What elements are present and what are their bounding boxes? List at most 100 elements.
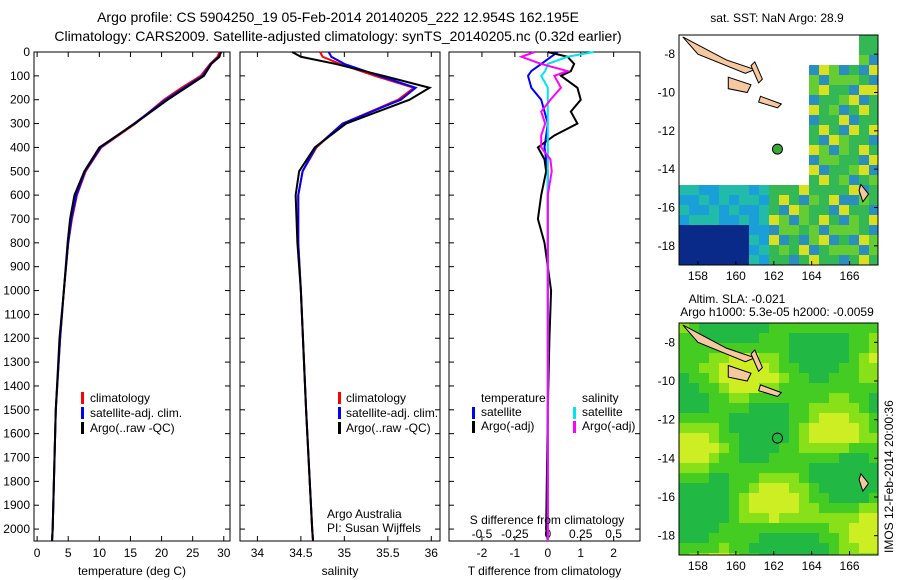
map-cell: [809, 533, 819, 543]
map-cell: [819, 443, 829, 453]
map-cell: [729, 473, 739, 483]
map-cell: [859, 453, 869, 463]
map-cell: [719, 363, 729, 373]
map-cell: [849, 373, 859, 383]
map-cell: [829, 383, 839, 393]
map-cell: [749, 195, 759, 205]
map-cell: [699, 225, 709, 235]
map-cell: [749, 463, 759, 473]
map-cell: [869, 65, 878, 75]
map-cell: [729, 393, 739, 403]
map-cell: [679, 363, 689, 373]
y-tick-label: 1900: [3, 498, 30, 512]
map-cell: [749, 553, 759, 555]
salinity-legend: climatology satellite-adj. clim. Argo(..…: [338, 391, 438, 435]
map-cell: [809, 205, 819, 215]
map-cell: [749, 513, 759, 523]
map-cell: [849, 473, 859, 483]
difference-legend: temperature salinity satellite Argo(-adj…: [472, 391, 635, 433]
map-cell: [759, 333, 769, 343]
legend-label: satellite-adj. clim.: [346, 406, 438, 420]
map-cell: [749, 255, 759, 265]
map-cell: [719, 423, 729, 433]
map-cell: [729, 503, 739, 513]
map-cell: [829, 195, 839, 205]
map-cell: [689, 433, 699, 443]
map-cell: [799, 533, 809, 543]
map-cell: [739, 195, 749, 205]
map-cell: [759, 493, 769, 503]
map-cell: [749, 333, 759, 343]
map-cell: [759, 235, 769, 245]
map-cell: [779, 493, 789, 503]
y-tick-label: 600: [10, 188, 30, 202]
map-cell: [729, 195, 739, 205]
map-cell: [869, 463, 878, 473]
temperature-legend: climatology satellite-adj. clim. Argo(..…: [81, 391, 182, 435]
map-cell: [809, 165, 819, 175]
map-cell: [869, 95, 878, 105]
map-cell: [859, 443, 869, 453]
legend-label: climatology: [346, 391, 406, 405]
map-cell: [809, 483, 819, 493]
legend-swatch-argo: [81, 422, 84, 434]
map-cell: [729, 533, 739, 543]
map-cell: [839, 255, 849, 265]
map-cell: [829, 463, 839, 473]
map-cell: [849, 433, 859, 443]
map-cell: [689, 483, 699, 493]
map-cell: [839, 373, 849, 383]
map-cell: [699, 543, 709, 553]
map-cell: [759, 353, 769, 363]
map-cell: [849, 165, 859, 175]
map-cell: [719, 463, 729, 473]
map-cell: [679, 215, 689, 225]
map-cell: [679, 343, 689, 353]
map-cell: [769, 473, 779, 483]
map-cell: [819, 433, 829, 443]
map-cell: [849, 453, 859, 463]
map-cell: [679, 403, 689, 413]
map-cell: [679, 463, 689, 473]
map-cell: [849, 503, 859, 513]
map-cell: [699, 553, 709, 555]
x-tick-label: 166: [840, 559, 860, 573]
map-cell: [829, 205, 839, 215]
map-cell: [689, 453, 699, 463]
map-cell: [869, 363, 878, 373]
y-tick-label: -8: [664, 47, 675, 61]
map-cell: [859, 373, 869, 383]
map-cell: [859, 225, 869, 235]
map-cell: [769, 225, 779, 235]
map-cell: [849, 443, 859, 453]
map-cell: [689, 523, 699, 533]
map-cell: [839, 135, 849, 145]
map-cell: [849, 145, 859, 155]
map-cell: [839, 95, 849, 105]
map-cell: [849, 353, 859, 363]
map-cell: [729, 323, 739, 333]
map-cell: [849, 413, 859, 423]
map-cell: [829, 343, 839, 353]
map-cell: [719, 443, 729, 453]
map-cell: [809, 473, 819, 483]
map-cell: [859, 55, 869, 65]
map-cell: [789, 503, 799, 513]
map-cell: [869, 443, 878, 453]
legend-title-temperature: temperature: [481, 391, 546, 405]
map-cell: [699, 433, 709, 443]
map-cell: [709, 255, 719, 265]
map-cell: [709, 433, 719, 443]
map-cell: [749, 503, 759, 513]
map-cell: [799, 553, 809, 555]
map-cell: [729, 523, 739, 533]
map-cell: [769, 443, 779, 453]
map-cell: [779, 473, 789, 483]
map-cell: [819, 333, 829, 343]
y-tick-label: 1200: [3, 331, 30, 345]
map-cell: [839, 473, 849, 483]
map-cell: [809, 443, 819, 453]
map-cell: [789, 423, 799, 433]
map-cell: [869, 323, 878, 333]
map-cell: [739, 363, 749, 373]
